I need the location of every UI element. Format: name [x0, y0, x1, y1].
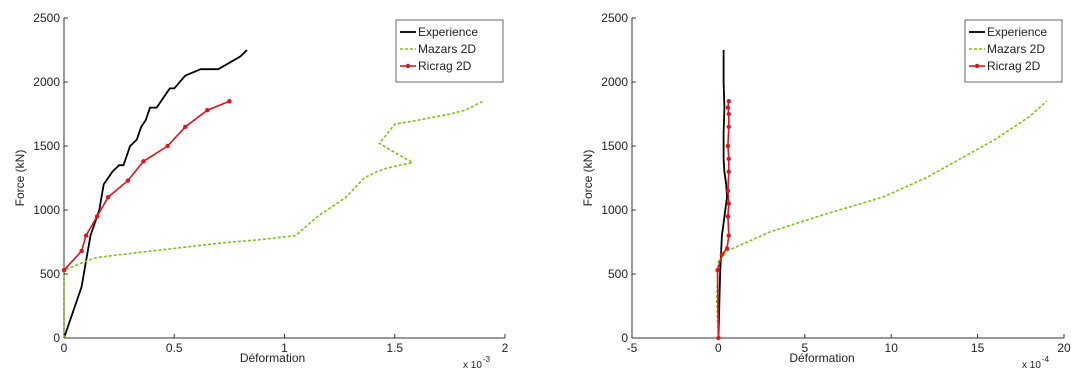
x-tick-label: 5 [801, 341, 808, 355]
legend-label: Ricrag 2D [987, 59, 1041, 73]
y-tick-label: 1500 [601, 139, 628, 153]
y-tick-label: 2000 [601, 75, 628, 89]
x-exponent: -3 [483, 355, 491, 364]
x-tick-label: 15 [971, 341, 985, 355]
x-exponent: -4 [1042, 355, 1050, 364]
data-point [725, 188, 731, 193]
y-tick-label: 0 [621, 331, 628, 345]
series-line [63, 49, 248, 339]
series-ricrag-2d [715, 99, 731, 341]
y-tick-label: 1000 [601, 203, 628, 217]
x-tick-label: 0.5 [166, 341, 183, 355]
data-point [94, 214, 100, 219]
x-multiplier: x 10 [1022, 360, 1041, 371]
legend: Experience Mazars 2D Ricrag 2D [964, 19, 1063, 83]
x-tick-label: 20 [1057, 341, 1071, 355]
legend-box [964, 19, 1063, 83]
series-experience [63, 49, 248, 339]
legend-box [395, 19, 504, 83]
data-point [125, 178, 131, 183]
data-point [183, 124, 188, 129]
data-point [726, 156, 731, 161]
data-point [719, 252, 725, 257]
data-point [83, 233, 89, 238]
series-line [63, 100, 484, 338]
series-ricrag-2d [61, 99, 232, 273]
y-tick-label: 2500 [33, 11, 60, 25]
data-point [715, 267, 720, 273]
legend-marker [974, 63, 980, 69]
data-point [725, 105, 731, 110]
data-point [726, 233, 731, 238]
data-point [726, 169, 731, 174]
y-tick-label: 1500 [33, 139, 60, 153]
legend-label: Mazars 2D [418, 42, 476, 56]
data-point [61, 267, 67, 273]
data-point [141, 159, 146, 164]
y-tick-label: 2000 [33, 75, 60, 89]
series-line [715, 100, 1048, 339]
data-point [726, 111, 731, 117]
x-tick-label: 1.5 [386, 341, 403, 355]
x-tick-label: 0 [715, 341, 722, 355]
y-axis-label: Force (kN) [13, 150, 27, 207]
y-tick-label: 1000 [33, 203, 60, 217]
chart-1: 0 0.5 1 1.5 2 0 500 1000 1500 2000 2500 Déformation… [13, 11, 509, 371]
y-tick-label: 500 [608, 267, 628, 281]
chart-2: -5 0 5 10 15 2005001000150020002500Déformatio… [581, 11, 1071, 371]
x-multiplier: x 10 [463, 360, 482, 371]
data-point [725, 143, 731, 149]
data-point [726, 124, 731, 129]
legend-marker [405, 63, 411, 69]
series-experience [717, 50, 728, 339]
legend-label: Ricrag 2D [418, 59, 472, 73]
data-point [79, 248, 84, 254]
data-point [724, 246, 730, 251]
legend-label: Mazars 2D [987, 42, 1045, 56]
data-point [726, 201, 731, 206]
y-tick-label: 0 [53, 331, 60, 345]
legend-label: Experience [418, 25, 478, 39]
y-tick-label: 500 [40, 267, 60, 281]
legend: Experience Mazars 2D Ricrag 2D [395, 19, 504, 83]
y-tick-label: 2500 [601, 11, 628, 25]
data-point [205, 107, 210, 113]
x-tick-label: 1 [281, 341, 288, 355]
x-axis-label: Déformation [240, 351, 305, 365]
x-tick-label: 0 [61, 341, 68, 355]
data-point [716, 335, 721, 341]
x-tick-label: 10 [885, 341, 899, 355]
data-point [227, 99, 232, 104]
y-axis-label: Force (kN) [581, 150, 595, 207]
x-tick-label: -5 [627, 341, 638, 355]
data-point [165, 143, 170, 149]
data-point [726, 99, 731, 104]
legend-label: Experience [987, 25, 1047, 39]
x-axis-label: Déformation [789, 351, 854, 365]
series-mazars-2d [715, 100, 1048, 339]
series-mazars-2d [63, 100, 484, 338]
x-tick-label: 2 [502, 341, 509, 355]
series-line [717, 50, 728, 339]
data-point [725, 214, 731, 219]
data-point [105, 195, 111, 200]
